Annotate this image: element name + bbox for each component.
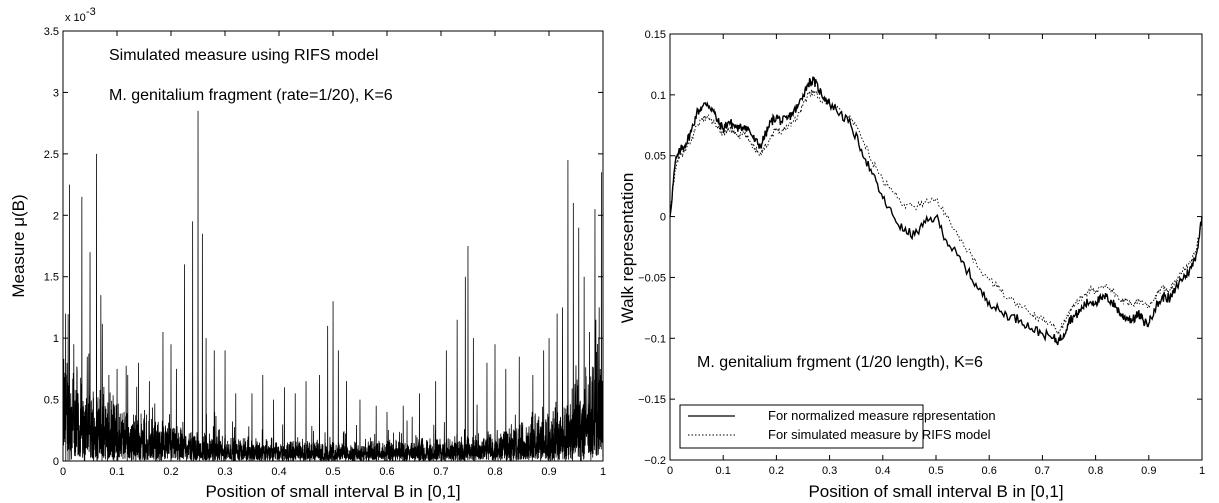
right-y-tick-label: 0.15 (645, 29, 666, 41)
right-x-tick-label: 1 (1199, 465, 1205, 477)
right-x-tick-label: 0.4 (875, 465, 890, 477)
left-y-axis-label: Measure μ(B) (9, 194, 28, 297)
left-x-tick-label: 0 (60, 466, 66, 478)
right-x-tick-label: 0.6 (982, 465, 997, 477)
right-x-tick-label: 0.7 (1035, 465, 1050, 477)
left-y-tick-label: 3 (53, 87, 59, 99)
left-x-tick-label: 0.3 (217, 466, 232, 478)
right-y-tick-label: −0.05 (638, 272, 666, 284)
right-y-tick-label: −0.15 (638, 394, 666, 406)
right-x-tick-label: 0.1 (716, 465, 731, 477)
right-y-axis-label: Walk representation (618, 173, 637, 324)
left-x-axis-label: Position of small interval B in [0,1] (205, 482, 460, 501)
right-y-tick-label: 0.05 (645, 151, 666, 163)
right-plot-frame (669, 33, 1203, 461)
left-y-exponent-power: -3 (86, 6, 96, 18)
left-measure-series (62, 110, 604, 463)
right-y-tick-label: −0.2 (644, 455, 666, 467)
right-x-tick-label: 0.3 (822, 465, 837, 477)
right-ticks: 0 0.1 0.2 0.3 0.4 0.5 0.6 0.7 0.8 0.9 1 −0.2 −0.15 −0… (638, 29, 1205, 477)
left-x-tick-label: 0.6 (379, 466, 394, 478)
left-chart: 0 0.1 0.2 0.3 0.4 0.5 0.6 0.7 0.8 0.9 1 0 0.5 1 1.5 2 2.… (9, 6, 606, 501)
left-x-tick-label: 0.7 (433, 466, 448, 478)
left-y-tick-label: 0 (53, 456, 59, 468)
legend-entry-normalized: For normalized measure representation (768, 408, 996, 423)
right-chart: 0 0.1 0.2 0.3 0.4 0.5 0.6 0.7 0.8 0.9 1 −0.2 −0.15 −0… (618, 29, 1205, 501)
right-x-tick-label: 0.5 (928, 465, 943, 477)
left-x-tick-label: 0.9 (541, 466, 556, 478)
right-x-axis-label: Position of small interval B in [0,1] (808, 482, 1063, 501)
right-x-tick-label: 0.9 (1141, 465, 1156, 477)
left-x-tick-label: 1 (600, 466, 606, 478)
right-x-tick-label: 0.8 (1088, 465, 1103, 477)
left-y-tick-label: 0.5 (44, 395, 59, 407)
right-y-tick-label: 0 (660, 212, 666, 224)
left-y-tick-label: 2 (53, 210, 59, 222)
left-y-tick-label: 1 (53, 333, 59, 345)
left-y-tick-label: 2.5 (44, 149, 59, 161)
left-y-tick-label: 1.5 (44, 272, 59, 284)
right-x-tick-label: 0 (667, 465, 673, 477)
right-normalized-measure-series (669, 76, 1203, 346)
right-y-tick-label: −0.1 (644, 333, 666, 345)
right-annotation: M. genitalium frgment (1/20 length), K=6 (697, 354, 983, 371)
right-y-tick-label: 0.1 (651, 90, 666, 102)
legend-entry-simulated: For simulated measure by RIFS model (768, 427, 991, 442)
left-annotation-2: M. genitalium fragment (rate=1/20), K=6 (109, 87, 393, 104)
left-x-tick-label: 0.4 (271, 466, 286, 478)
left-ticks: 0 0.1 0.2 0.3 0.4 0.5 0.6 0.7 0.8 0.9 1 0 0.5 1 1.5 2 2.… (44, 26, 606, 478)
legend-box (679, 404, 924, 449)
left-y-tick-label: 3.5 (44, 26, 59, 38)
left-x-tick-label: 0.1 (109, 466, 124, 478)
left-x-tick-label: 0.5 (325, 466, 340, 478)
right-x-tick-label: 0.2 (769, 465, 784, 477)
left-x-tick-label: 0.8 (487, 466, 502, 478)
left-y-exponent-base: x 10 (65, 12, 86, 24)
left-x-tick-label: 0.2 (163, 466, 178, 478)
legend: For normalized measure representation Fo… (679, 404, 996, 449)
left-annotation-1: Simulated measure using RIFS model (109, 47, 378, 64)
